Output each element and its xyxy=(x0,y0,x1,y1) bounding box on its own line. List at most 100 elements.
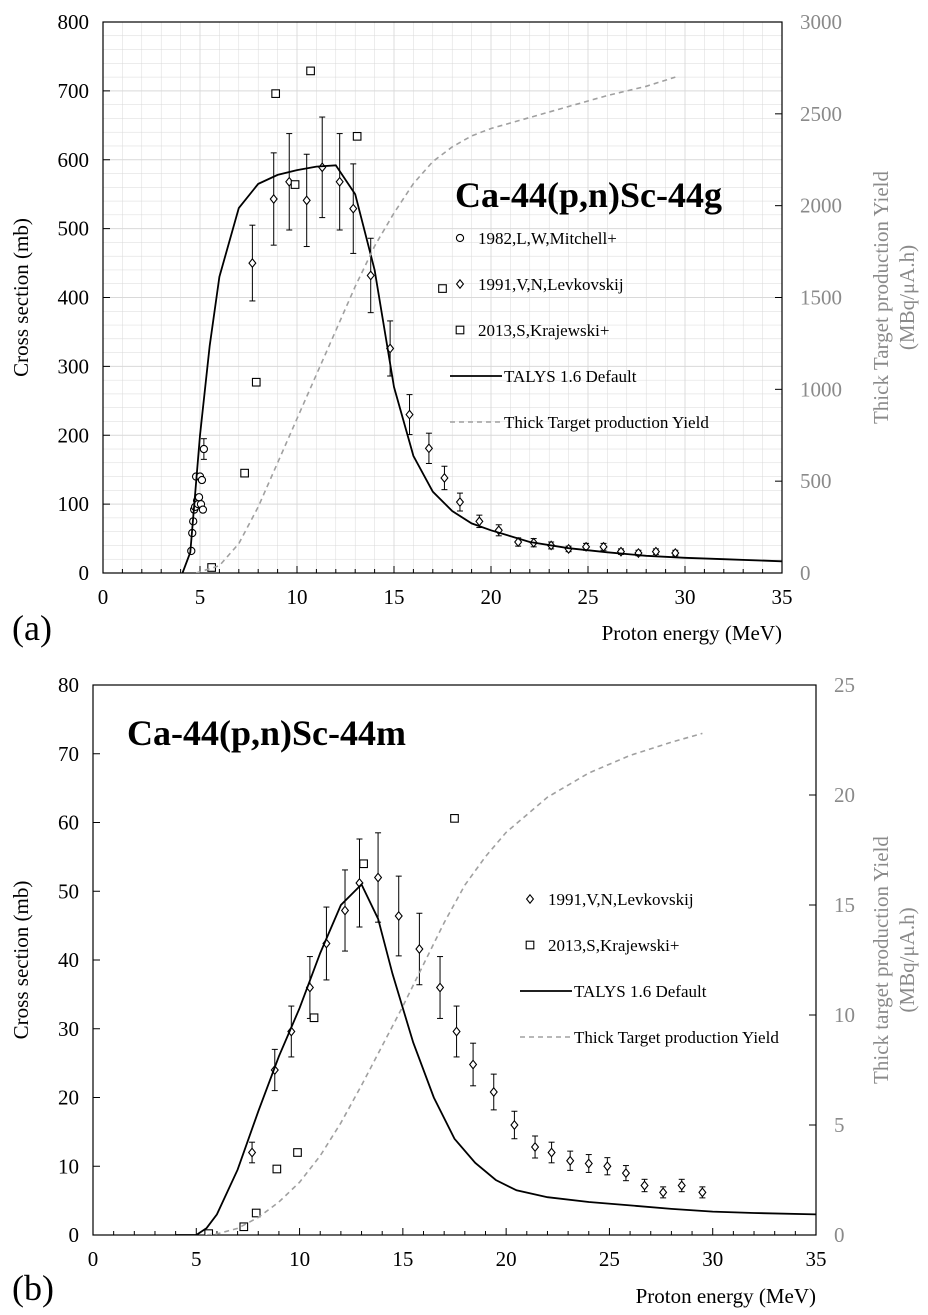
data-point-diamond xyxy=(698,1187,707,1198)
series-thick-target-production-yield xyxy=(206,732,703,1235)
legend-label: 1991,V,N,Levkovskij xyxy=(548,890,694,909)
x-axis-title: Proton energy (MeV) xyxy=(636,1284,816,1308)
x-axis-title: Proton energy (MeV) xyxy=(602,621,782,645)
data-point-square xyxy=(359,859,368,869)
data-point-diamond xyxy=(547,1147,556,1158)
y2-tick-label: 20 xyxy=(834,783,855,807)
y2-tick-label: 5 xyxy=(834,1113,845,1137)
data-point-diamond xyxy=(424,443,434,454)
data-point-square xyxy=(271,89,281,98)
legend-label: 2013,S,Krajewski+ xyxy=(548,936,679,955)
data-point-circle xyxy=(199,444,209,454)
y-tick-label: 700 xyxy=(58,79,90,103)
series-2013-s-krajewski- xyxy=(204,814,459,1235)
data-point-diamond xyxy=(489,1086,498,1098)
data-point-circle xyxy=(198,505,208,514)
x-tick-label: 5 xyxy=(195,585,206,609)
x-tick-label: 10 xyxy=(289,1247,310,1271)
data-point-diamond xyxy=(659,1187,668,1198)
legend-marker-diamond xyxy=(455,278,465,290)
chart-title: Ca-44(p,n)Sc-44m xyxy=(127,713,406,753)
panel-label: (b) xyxy=(12,1268,54,1308)
data-point-diamond xyxy=(366,270,375,281)
legend-marker-square xyxy=(525,940,535,950)
y2-axis-title-unit: (MBq/μA.h) xyxy=(895,245,919,350)
data-point-square xyxy=(239,1222,249,1232)
y-tick-label: 30 xyxy=(58,1017,79,1041)
data-point-diamond xyxy=(435,982,445,993)
y2-tick-label: 1500 xyxy=(800,286,842,310)
x-tick-label: 15 xyxy=(384,585,405,609)
y2-axis-title-unit: (MBq/μA.h) xyxy=(895,907,919,1012)
data-point-diamond xyxy=(475,516,484,527)
x-tick-label: 15 xyxy=(392,1247,413,1271)
legend-label: 2013,S,Krajewski+ xyxy=(478,321,609,340)
data-point-diamond xyxy=(440,472,449,484)
y-tick-label: 200 xyxy=(58,423,90,447)
y2-tick-label: 10 xyxy=(834,1003,855,1027)
data-point-diamond xyxy=(455,496,465,508)
talys-curve xyxy=(175,882,816,1235)
y-tick-label: 800 xyxy=(58,10,90,34)
series-thick-target-production-yield xyxy=(195,76,676,573)
legend: 1991,V,N,Levkovskij 2013,S,Krajewski+ TALY… xyxy=(520,890,779,1047)
y-tick-label: 40 xyxy=(58,948,79,972)
x-tick-label: 20 xyxy=(496,1247,517,1271)
data-point-diamond xyxy=(581,541,591,552)
data-point-diamond xyxy=(603,1161,612,1172)
data-point-diamond xyxy=(452,1026,461,1037)
y-tick-label: 80 xyxy=(58,673,79,697)
data-point-diamond xyxy=(340,905,350,916)
legend-label: Thick Target production Yield xyxy=(504,413,709,432)
yield-curve xyxy=(206,732,703,1235)
x-tick-label: 35 xyxy=(772,585,793,609)
legend-label: TALYS 1.6 Default xyxy=(574,982,707,1001)
x-tick-label: 10 xyxy=(287,585,308,609)
data-point-diamond xyxy=(247,1147,257,1158)
x-tick-label: 30 xyxy=(675,585,696,609)
y-tick-label: 500 xyxy=(58,217,90,241)
x-tick-label: 30 xyxy=(702,1247,723,1271)
data-point-diamond xyxy=(318,162,327,173)
y-tick-label: 50 xyxy=(58,879,79,903)
data-point-diamond xyxy=(335,176,344,187)
panel-label: (a) xyxy=(12,608,52,648)
y2-tick-label: 15 xyxy=(834,893,855,917)
data-point-circle xyxy=(197,475,207,485)
data-point-diamond xyxy=(510,1119,519,1131)
chart-panel-a: 0 5 10 15 20 25 30 35 0 100 200 300 400 500 600 700 800 0… xyxy=(9,10,919,648)
data-point-square xyxy=(450,814,459,823)
data-point-diamond xyxy=(415,943,424,955)
chart-panel-b: 0 5 10 15 20 25 30 35 0 10 20 30 40 50 60 70 80 0 5 10 15 20 2… xyxy=(9,673,919,1308)
y2-tick-label: 2000 xyxy=(800,194,842,218)
x-tick-label: 25 xyxy=(578,585,599,609)
series-2013-s-krajewski- xyxy=(207,66,447,572)
data-point-diamond xyxy=(468,1059,478,1070)
x-tick-label: 0 xyxy=(98,585,109,609)
y-tick-label: 10 xyxy=(58,1154,79,1178)
y2-tick-label: 0 xyxy=(834,1223,845,1247)
legend-label: 1991,V,N,Levkovskij xyxy=(478,275,624,294)
data-point-diamond xyxy=(269,193,278,205)
data-point-square xyxy=(240,468,249,478)
y-tick-label: 60 xyxy=(58,811,79,835)
legend-label: TALYS 1.6 Default xyxy=(504,367,637,386)
data-point-diamond xyxy=(373,872,383,883)
data-point-diamond xyxy=(248,257,257,269)
y-tick-label: 400 xyxy=(58,286,90,310)
legend-label: 1982,L,W,Mitchell+ xyxy=(478,229,617,248)
data-point-diamond xyxy=(394,910,403,922)
plot-frame xyxy=(92,684,817,1236)
data-point-diamond xyxy=(599,541,608,552)
x-tick-label: 0 xyxy=(88,1247,99,1271)
data-point-square xyxy=(204,1229,214,1235)
yield-curve xyxy=(195,76,676,573)
x-tick-label: 35 xyxy=(806,1247,827,1271)
series-talys-1-6-default xyxy=(175,882,816,1235)
y2-tick-label: 3000 xyxy=(800,10,842,34)
y2-tick-label: 500 xyxy=(800,469,832,493)
data-point-square xyxy=(306,66,315,76)
y-tick-label: 0 xyxy=(69,1223,80,1247)
y-axis-title: Cross section (mb) xyxy=(9,881,33,1040)
